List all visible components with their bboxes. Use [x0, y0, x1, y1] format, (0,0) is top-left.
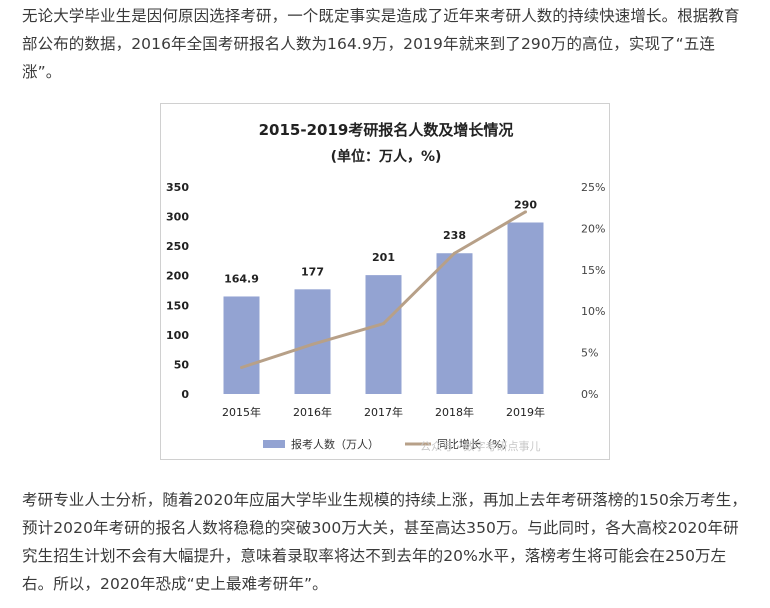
left-axis-tick-label: 150 [166, 299, 189, 312]
line-series [240, 210, 527, 370]
bar-data-label: 290 [514, 198, 537, 211]
x-axis-tick-label: 2019年 [506, 405, 545, 419]
left-axis-tick-label: 50 [174, 358, 190, 371]
right-axis: 0% 5% 10% 15% 20% 25% [581, 181, 605, 401]
bar [365, 275, 402, 394]
x-axis-tick-label: 2018年 [435, 405, 474, 419]
right-axis-tick-label: 5% [581, 347, 598, 360]
x-axis-tick-label: 2017年 [364, 405, 403, 419]
chart-container: 2015-2019考研报名人数及增长情况 (单位：万人，%) 0 50 100 150… [160, 103, 610, 460]
line-point [311, 342, 314, 346]
bar-series: 164.9 177 201 238 290 [223, 198, 544, 394]
watermark-text: 公众号 · 数字考研点事儿 [420, 440, 541, 453]
left-axis-tick-label: 100 [166, 329, 189, 342]
chart-title: 2015-2019考研报名人数及增长情况 [259, 121, 514, 139]
right-axis-tick-label: 25% [581, 181, 605, 194]
legend: 报考人数（万人） 同比增长（%） [263, 437, 513, 451]
line-point [240, 366, 243, 370]
left-axis-tick-label: 200 [166, 270, 189, 283]
x-axis: 2015年 2016年 2017年 2018年 2019年 [222, 405, 545, 419]
right-axis-tick-label: 10% [581, 305, 605, 318]
chart-subtitle: (单位：万人，%) [331, 148, 442, 165]
x-axis-tick-label: 2016年 [293, 405, 332, 419]
legend-swatch-bar [263, 440, 285, 448]
left-axis-tick-label: 300 [166, 211, 189, 224]
line-point [524, 210, 527, 214]
bar [223, 296, 260, 394]
left-axis: 0 50 100 150 200 250 300 350 [166, 181, 189, 401]
bar-data-label: 201 [372, 251, 395, 264]
right-axis-tick-label: 20% [581, 222, 605, 235]
bar [436, 253, 473, 394]
right-axis-tick-label: 0% [581, 388, 598, 401]
bar-data-label: 238 [443, 229, 466, 242]
left-axis-tick-label: 350 [166, 181, 189, 194]
legend-label-bar: 报考人数（万人） [291, 437, 379, 451]
right-axis-tick-label: 15% [581, 264, 605, 277]
bar [507, 222, 544, 394]
article-paragraph-bottom: 考研专业人士分析，随着2020年应届大学毕业生规模的持续上涨，再加上去年考研落榜… [22, 491, 747, 593]
chart: 2015-2019考研报名人数及增长情况 (单位：万人，%) 0 50 100 150… [166, 121, 605, 451]
bar-data-label: 177 [301, 265, 324, 278]
left-axis-tick-label: 250 [166, 240, 189, 253]
line-point [382, 322, 385, 326]
article-paragraph-top: 无论大学毕业生是因何原因选择考研，一个既定事实是造成了近年来考研人数的持续快速增… [22, 7, 740, 81]
x-axis-tick-label: 2015年 [222, 405, 261, 419]
left-axis-tick-label: 0 [181, 388, 189, 401]
line-point [453, 251, 456, 255]
legend-label-line: 同比增长（%） [437, 437, 513, 451]
bar-data-label: 164.9 [224, 272, 259, 285]
